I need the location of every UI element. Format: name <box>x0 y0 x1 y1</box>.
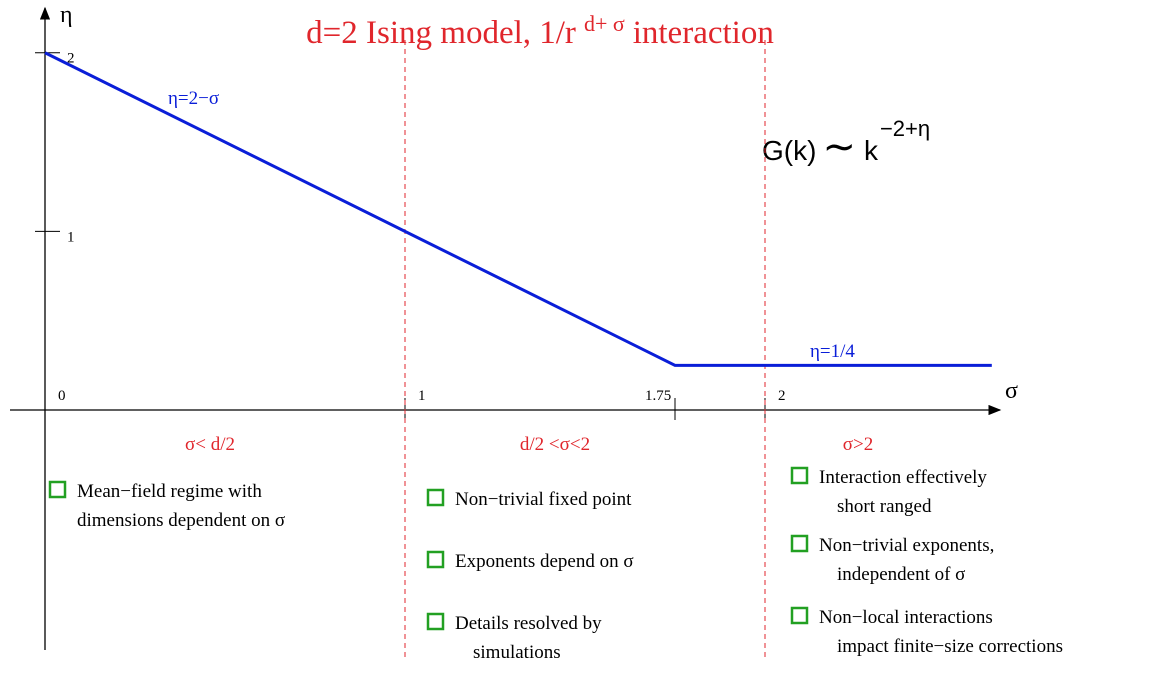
x-tick-label: 1 <box>418 388 426 404</box>
item-text: impact finite−size corrections <box>837 636 1063 657</box>
item-text: independent of σ <box>837 564 965 585</box>
bullet <box>426 612 445 631</box>
item-text: Exponents depend on σ <box>455 551 634 572</box>
bullet <box>790 466 809 485</box>
bullet <box>426 488 445 507</box>
line-label: η=2−σ <box>168 88 219 109</box>
region-label: σ>2 <box>843 434 873 455</box>
x-axis-label: σ <box>1005 378 1018 404</box>
item-text: Details resolved by <box>455 613 602 634</box>
item-text: Interaction effectively <box>819 467 987 488</box>
region-label: d/2 <σ<2 <box>520 434 590 455</box>
y-tick-label: 2 <box>67 51 75 67</box>
item-text: Mean−field regime with <box>77 481 262 502</box>
bullet <box>48 480 67 499</box>
bullet <box>790 606 809 625</box>
bullet <box>790 534 809 553</box>
formula: G(k) ∼ k−2+η <box>762 116 930 169</box>
x-tick-label: 2 <box>778 388 786 404</box>
bullet <box>426 550 445 569</box>
item-text: Non−trivial fixed point <box>455 489 632 510</box>
x-tick-label: 0 <box>58 388 66 404</box>
y-axis-label: η <box>60 2 73 28</box>
item-text: Non−trivial exponents, <box>819 535 994 556</box>
item-text: Non−local interactions <box>819 607 993 628</box>
item-text: short ranged <box>837 496 932 517</box>
data-line <box>44 51 992 367</box>
region-label: σ< d/2 <box>185 434 235 455</box>
item-text: dimensions dependent on σ <box>77 510 285 531</box>
x-tick-label: 1.75 <box>645 388 671 404</box>
chart-title: d=2 Ising model, 1/r d+ σ interaction <box>306 11 774 51</box>
item-text: simulations <box>473 642 561 663</box>
y-tick-label: 1 <box>67 229 75 245</box>
line-label: η=1/4 <box>810 341 855 362</box>
